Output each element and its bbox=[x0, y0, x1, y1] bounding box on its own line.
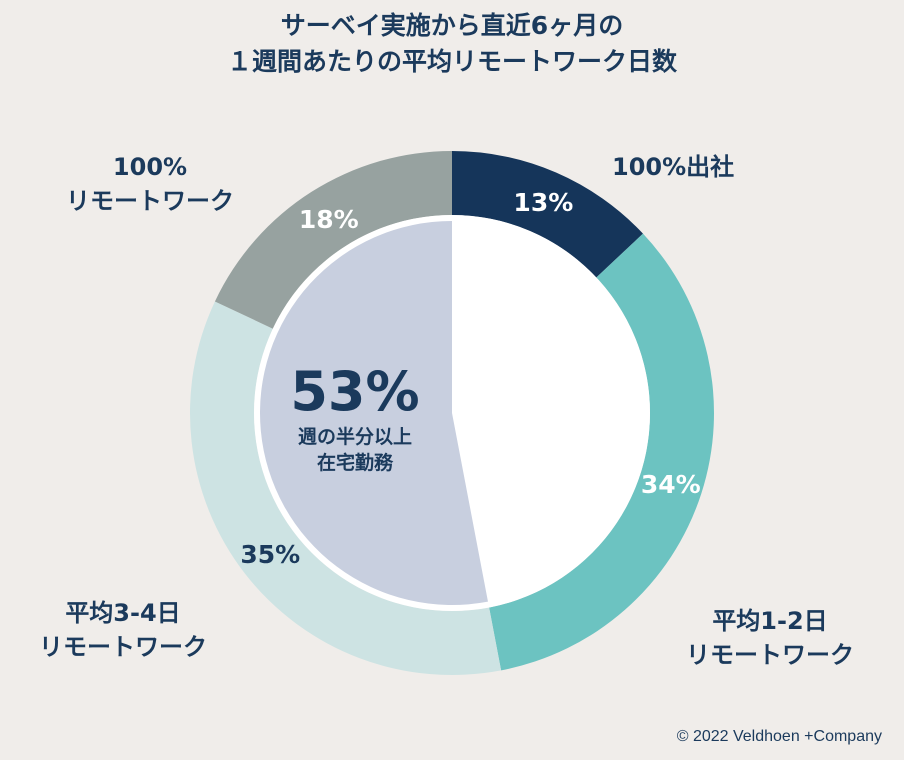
copyright-footer: © 2022 Veldhoen +Company bbox=[676, 728, 882, 745]
donut-slice-2 bbox=[189, 301, 502, 675]
center-subtitle-line1: 週の半分以上 bbox=[297, 426, 412, 448]
legend-label-remote-1-2: 平均1-2日 リモートワーク bbox=[660, 604, 880, 672]
slice-value-label-1: 34% bbox=[641, 470, 701, 499]
center-subtitle-line2: 在宅勤務 bbox=[316, 452, 393, 474]
legend-label-full-remote-line2: リモートワーク bbox=[66, 187, 234, 215]
legend-label-remote-3-4-line1: 平均3-4日 bbox=[65, 599, 181, 627]
inner-highlight-wedge bbox=[260, 221, 488, 605]
slice-value-label-2: 35% bbox=[240, 540, 300, 569]
donut-slice-0 bbox=[452, 151, 643, 278]
legend-label-remote-1-2-line2: リモートワーク bbox=[686, 641, 854, 669]
donut-slice-3 bbox=[214, 151, 452, 329]
legend-label-remote-3-4-line2: リモートワーク bbox=[39, 633, 207, 661]
slice-value-label-0: 13% bbox=[513, 188, 573, 217]
chart-title-line2: １週間あたりの平均リモートワーク日数 bbox=[226, 47, 677, 76]
center-percentage: 53% bbox=[290, 360, 420, 423]
chart-title-line1: サーベイ実施から直近6ヶ月の bbox=[280, 11, 624, 40]
legend-label-full-remote: 100% リモートワーク bbox=[40, 150, 260, 218]
slice-value-label-3: 18% bbox=[299, 205, 359, 234]
donut-slice-1 bbox=[489, 233, 714, 671]
center-summary: 53% 週の半分以上 在宅勤務 bbox=[270, 360, 440, 476]
legend-label-full-remote-line1: 100% bbox=[112, 153, 188, 181]
chart-title: サーベイ実施から直近6ヶ月の １週間あたりの平均リモートワーク日数 bbox=[0, 8, 904, 80]
legend-label-remote-1-2-line1: 平均1-2日 bbox=[712, 607, 828, 635]
legend-label-remote-3-4: 平均3-4日 リモートワーク bbox=[8, 596, 238, 664]
legend-label-office: 100%出社 bbox=[612, 153, 735, 181]
